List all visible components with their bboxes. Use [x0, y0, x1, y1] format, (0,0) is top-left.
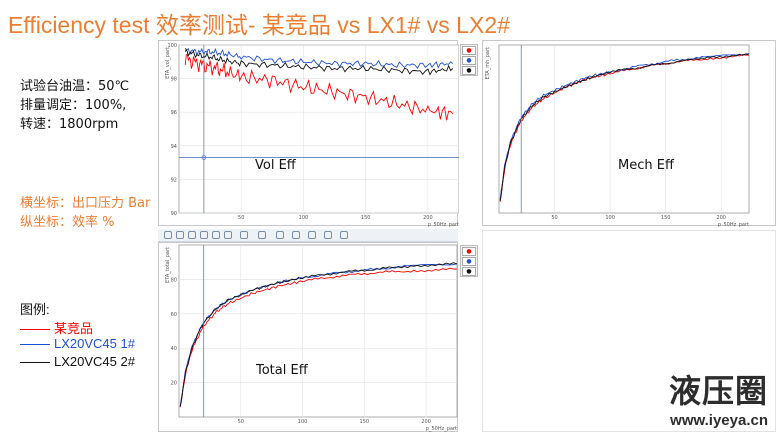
y-tick-label: 96 [171, 110, 177, 116]
zoom-y-icon[interactable] [200, 231, 208, 239]
condition-oil-temp: 试验台油温：50℃ [20, 79, 130, 94]
x-axis-title: p_50Hz_part [428, 222, 459, 227]
y-tick-label: 92 [171, 177, 177, 183]
x-tick-label: 50 [238, 215, 244, 221]
y-tick-label: 80 [171, 277, 177, 283]
series-toggle-competitor[interactable]: ● [462, 247, 476, 256]
legend-item-lx2: LX20VC45 2# [20, 354, 135, 372]
legend-swatch [20, 362, 50, 364]
total-eff-series-toggles: ● ● ● [460, 245, 478, 277]
series-line-competitor [184, 53, 454, 121]
cursor-marker [201, 155, 207, 160]
series-line-lx1 [184, 47, 454, 70]
x-axis-title: p_50Hz_part [426, 426, 457, 432]
series-toggle-lx2[interactable]: ● [462, 267, 476, 276]
y-tick-label: 40 [171, 346, 177, 352]
y-tick-label: 98 [171, 77, 177, 83]
x-tick-label: 100 [298, 419, 308, 425]
x-tick-label: 100 [605, 215, 615, 221]
watermark-name: 液压圈 [668, 372, 768, 410]
y-axis-note: 纵坐标：效率 % [20, 215, 115, 230]
y-axis-title: ETA_vol_part [165, 47, 171, 79]
series-toggle-lx1[interactable]: ● [462, 257, 476, 266]
x-tick-label: 150 [360, 419, 370, 425]
x-tick-label: 150 [661, 215, 671, 221]
vol-eff-label: Vol Eff [255, 158, 296, 173]
legend-heading: 图例: [20, 302, 50, 317]
series-line-lx2 [184, 48, 454, 76]
watermark: 液压圈 www.iyeya.cn [669, 366, 768, 429]
total-eff-panel: 50 100 150 200 20 40 60 80 p_50Hz_part ETA_total_… [158, 242, 458, 432]
series-toggle-competitor[interactable]: ● [462, 46, 476, 55]
series-toggle-lx2[interactable]: ● [462, 66, 476, 75]
x-tick-label: 200 [421, 419, 431, 425]
legend-label: LX20VC45 1# [54, 336, 135, 351]
series-toggle-lx1[interactable]: ● [462, 56, 476, 65]
y-tick-label: 60 [171, 312, 177, 318]
zoom-fit-icon[interactable] [212, 231, 220, 239]
series-line-competitor [179, 267, 458, 408]
mech-eff-panel: 50 100 150 200 p_50Hz_part ETA_mh_part [482, 40, 776, 227]
condition-displacement: 排量调定：100%, [20, 98, 127, 113]
x-tick-label: 200 [716, 215, 726, 221]
line-style-icon[interactable] [258, 231, 266, 239]
slide-title: Efficiency test 效率测试- 某竞品 vs LX1# vs LX2… [8, 12, 510, 38]
total-eff-chart[interactable]: 50 100 150 200 20 40 60 80 p_50Hz_part ETA_total_… [159, 243, 459, 433]
legend-swatch [20, 344, 50, 346]
condition-speed: 转速：1800rpm [20, 117, 119, 132]
legend-item-competitor: 某竞品 [20, 318, 93, 336]
x-axis-note: 横坐标：出口压力 Bar [20, 196, 151, 211]
plot-area [178, 244, 458, 418]
chart-toolbar [158, 229, 458, 242]
y-tick-label: 20 [171, 381, 177, 387]
zoom-in-icon[interactable] [164, 231, 172, 239]
vol-eff-panel: 50 100 150 200 90 92 94 96 98 100 p_50Hz_part ETA_v… [158, 40, 459, 227]
legend-swatch [20, 329, 50, 331]
cursor-icon[interactable] [292, 231, 300, 239]
legend-label: LX20VC45 2# [54, 354, 135, 369]
y-axis-title: ETA_mh_part [485, 47, 491, 80]
zoom-out-icon[interactable] [176, 231, 184, 239]
series-line-lx2 [179, 262, 458, 407]
y-tick-label: 100 [167, 43, 177, 49]
x-tick-label: 50 [551, 215, 557, 221]
total-eff-label: Total Eff [256, 363, 308, 378]
x-tick-label: 150 [361, 215, 371, 221]
plot-area [498, 44, 750, 214]
vol-eff-series-toggles: ● ● ● [460, 44, 478, 76]
pan-icon[interactable] [224, 231, 232, 239]
export-icon[interactable] [340, 231, 348, 239]
legend-item-lx1: LX20VC45 1# [20, 336, 135, 354]
marker-icon[interactable] [276, 231, 284, 239]
series-line-lx2 [499, 53, 750, 201]
mech-eff-label: Mech Eff [618, 158, 674, 173]
crosshair-icon[interactable] [308, 231, 316, 239]
y-tick-label: 94 [171, 144, 177, 150]
legend-label: 某竞品 [54, 321, 94, 336]
zoom-x-icon[interactable] [188, 231, 196, 239]
watermark-url: www.iyeya.cn [670, 412, 768, 429]
settings-icon[interactable] [324, 231, 332, 239]
x-tick-label: 50 [238, 419, 244, 425]
x-axis-title: p_50Hz_part [718, 222, 749, 227]
y-axis-title: ETA_total_part [165, 247, 171, 283]
x-tick-label: 200 [423, 215, 433, 221]
measure-icon[interactable] [240, 231, 248, 239]
empty-panel [482, 230, 776, 432]
x-tick-label: 100 [299, 215, 309, 221]
y-tick-label: 90 [171, 211, 177, 217]
vol-eff-chart[interactable]: 50 100 150 200 90 92 94 96 98 100 p_50Hz_part ETA_v… [159, 41, 459, 227]
